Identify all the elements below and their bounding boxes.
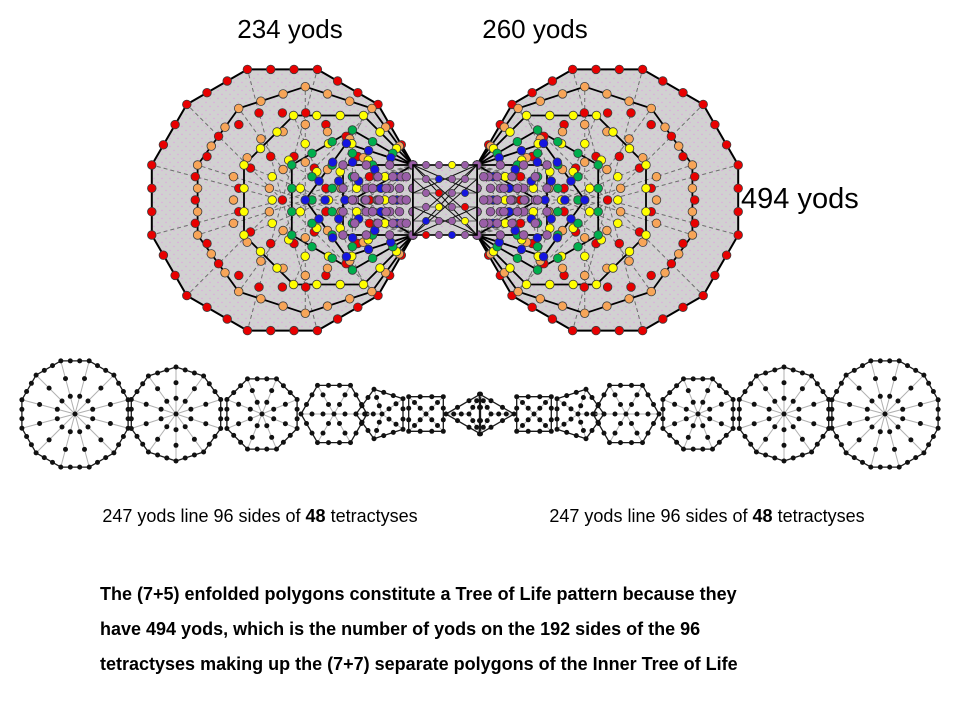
caption-text: tetractyses [772,506,865,526]
explanation-paragraph: The (7+5) enfolded polygons constitute a… [100,577,900,682]
root-edge-connector [412,161,478,239]
left-strip-caption: 247 yods line 96 sides of 48 tetractyses [40,506,480,527]
enfolded-polygons-right-figure [472,64,743,336]
paragraph-line: The (7+5) enfolded polygons constitute a… [100,584,737,604]
right-figure-yod-count-label: 260 yods [482,14,588,44]
paragraph-line: have 494 yods, which is the number of yo… [100,619,701,639]
caption-bold-number: 48 [752,506,773,526]
caption-bold-number: 48 [305,506,326,526]
separate-polygons-strip [19,358,941,470]
caption-text: tetractyses [325,506,418,526]
caption-text: 247 yods line 96 sides of [102,506,306,526]
paragraph-line: tetractyses making up the (7+7) separate… [100,654,738,674]
total-yod-count-label: 494 yods [741,183,859,215]
left-figure-yod-count-label: 234 yods [237,14,343,44]
caption-text: 247 yods line 96 sides of [549,506,753,526]
enfolded-polygons-left-figure [147,64,418,336]
right-strip-caption: 247 yods line 96 sides of 48 tetractyses [487,506,927,527]
